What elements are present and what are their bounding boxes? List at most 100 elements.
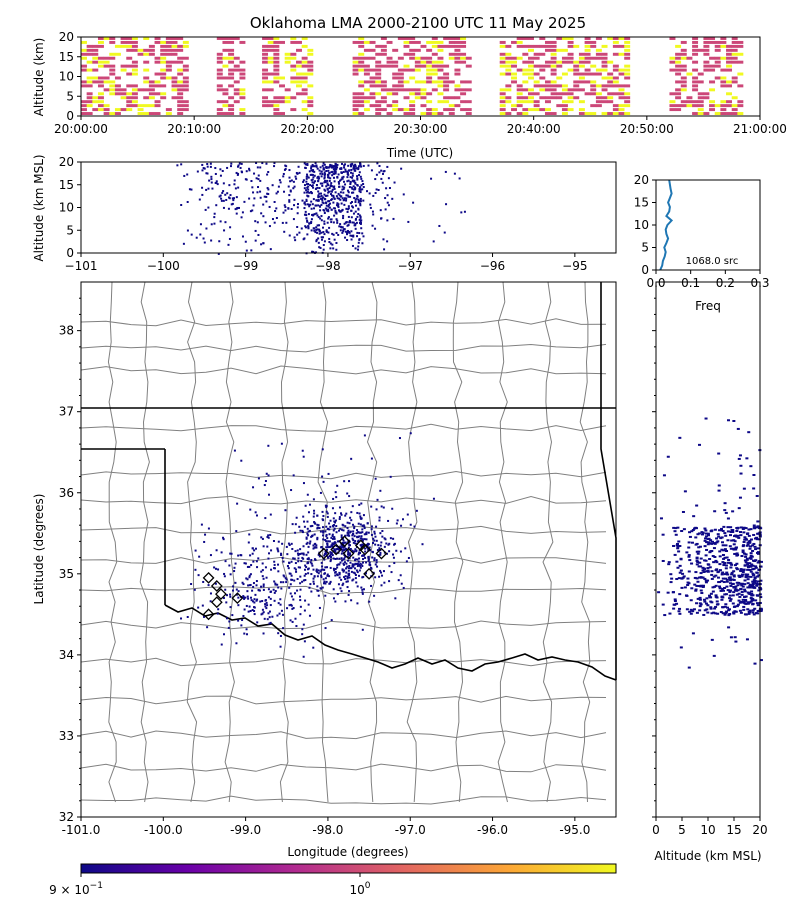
lon-alt-point xyxy=(344,236,347,239)
time-height-cell xyxy=(307,52,314,56)
time-height-cell xyxy=(403,80,410,84)
time-height-cell xyxy=(460,80,467,84)
lon-alt-point xyxy=(304,203,307,206)
source-point xyxy=(308,614,311,617)
station-marker xyxy=(202,571,215,584)
alt-lat-point xyxy=(732,539,736,542)
source-point xyxy=(341,584,344,587)
lon-alt-point xyxy=(387,204,390,207)
alt-lat-point xyxy=(691,529,695,532)
time-height-cell xyxy=(301,60,308,64)
alt-lat-xlabel: Altitude (km MSL) xyxy=(654,849,761,863)
alt-lat-point xyxy=(729,598,733,601)
alt-lat-point xyxy=(677,540,681,543)
alt-lat-point xyxy=(726,530,730,533)
source-point xyxy=(361,531,364,534)
source-point xyxy=(393,542,396,545)
time-height-cell xyxy=(301,100,308,104)
time-height-cell xyxy=(567,88,574,92)
source-point xyxy=(262,545,265,548)
lon-alt-point xyxy=(226,192,229,195)
time-height-cell xyxy=(177,92,184,96)
lon-alt-point xyxy=(296,233,299,236)
time-height-cell xyxy=(358,68,365,72)
source-point xyxy=(355,550,358,553)
time-height-cell xyxy=(380,100,387,104)
lon-alt-point xyxy=(326,182,329,185)
source-point xyxy=(360,586,363,589)
lon-alt-point xyxy=(306,190,309,193)
source-point xyxy=(255,599,258,602)
time-height-cell xyxy=(414,80,421,84)
time-height-cell xyxy=(143,37,150,40)
source-point xyxy=(339,527,342,530)
source-point xyxy=(355,581,358,584)
time-height-cell xyxy=(544,64,551,68)
time-height-cell xyxy=(177,84,184,88)
alt-lat-point xyxy=(732,419,736,422)
lon-alt-point xyxy=(359,200,362,203)
time-height-cell xyxy=(522,37,529,40)
lon-alt-point xyxy=(323,188,326,191)
source-point xyxy=(328,528,331,531)
time-height-cell xyxy=(222,112,229,116)
lon-alt-point xyxy=(266,187,269,190)
alt-lat-point xyxy=(699,589,703,592)
lon-alt-point xyxy=(315,251,318,254)
source-point xyxy=(329,580,332,583)
time-height-cell xyxy=(573,88,580,92)
lon-alt-point xyxy=(344,230,347,233)
alt-lat-point xyxy=(742,531,746,534)
time-height-cell xyxy=(567,56,574,60)
lon-alt-point xyxy=(292,218,295,221)
source-point xyxy=(344,525,347,528)
lon-alt-point xyxy=(346,231,349,234)
source-point xyxy=(351,549,354,552)
time-height-cell xyxy=(607,72,614,76)
alt-lat-point xyxy=(724,564,728,567)
alt-lat-point xyxy=(752,613,756,616)
source-point xyxy=(315,544,318,547)
source-point xyxy=(325,533,328,536)
source-point xyxy=(282,574,285,577)
source-point xyxy=(284,577,287,580)
alt-lat-point xyxy=(726,589,730,592)
source-point xyxy=(313,533,316,536)
time-height-cell xyxy=(239,92,246,96)
lon-alt-point xyxy=(346,210,349,213)
lon-alt-point xyxy=(304,210,307,213)
source-point xyxy=(294,550,297,553)
alt-lat-point xyxy=(708,596,712,599)
lon-alt-point xyxy=(322,231,325,234)
time-height-cell xyxy=(262,88,269,92)
lon-alt-point xyxy=(319,182,322,185)
alt-lat-point xyxy=(724,511,728,514)
lon-alt-point xyxy=(400,167,403,170)
source-point xyxy=(251,609,254,612)
lon-alt-point xyxy=(308,191,311,194)
time-height-cell xyxy=(431,112,438,116)
source-point xyxy=(345,547,348,550)
time-height-cell xyxy=(618,44,625,48)
source-point xyxy=(327,472,330,475)
alt-lat-x-ticks: 0 5 10 15 20 xyxy=(652,817,768,837)
time-height-cell xyxy=(686,104,693,108)
source-point xyxy=(294,562,297,565)
time-height-cell xyxy=(273,96,280,100)
source-point xyxy=(319,570,322,573)
lon-alt-point xyxy=(368,192,371,195)
alt-lat-point xyxy=(739,568,743,571)
time-height-cell xyxy=(97,40,104,44)
time-height-cell xyxy=(697,108,704,112)
alt-lat-point xyxy=(676,542,680,545)
time-height-cell xyxy=(369,56,376,60)
lon-alt-point xyxy=(356,177,359,180)
time-height-cell xyxy=(431,108,438,112)
alt-lat-point xyxy=(732,575,736,578)
source-point xyxy=(339,561,342,564)
source-point xyxy=(355,532,358,535)
alt-lat-point xyxy=(734,547,738,550)
time-height-cell xyxy=(409,112,416,116)
source-point xyxy=(234,562,237,565)
time-height-cell xyxy=(720,44,727,48)
